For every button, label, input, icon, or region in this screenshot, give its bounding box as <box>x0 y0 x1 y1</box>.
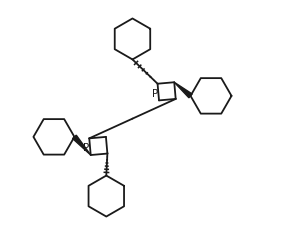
Polygon shape <box>174 82 192 98</box>
Polygon shape <box>72 135 91 155</box>
Text: P: P <box>152 89 158 98</box>
Text: P: P <box>83 143 90 153</box>
